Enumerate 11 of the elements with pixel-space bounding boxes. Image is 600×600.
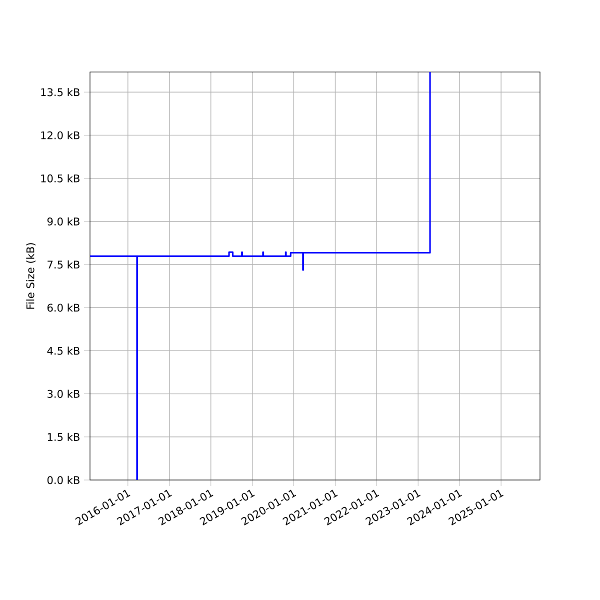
y-tick-label: 12.0 kB [41,131,80,140]
y-tick-label: 6.0 kB [47,304,80,312]
y-tick-label: 9.0 kB [47,217,80,226]
y-tick-label: 7.5 kB [48,260,80,269]
y-tick-label: 4.5 kB [47,346,80,355]
y-tick-label: 1.5 kB [48,432,80,441]
y-tick-label: 3.0 kB [48,390,80,398]
y-axis-title: File Size (kB) [26,243,36,309]
y-tick-label: 0.0 kB [47,476,80,484]
y-tick-label: 10.5 kB [41,174,80,182]
y-tick-label: 13.5 kB [41,88,80,96]
